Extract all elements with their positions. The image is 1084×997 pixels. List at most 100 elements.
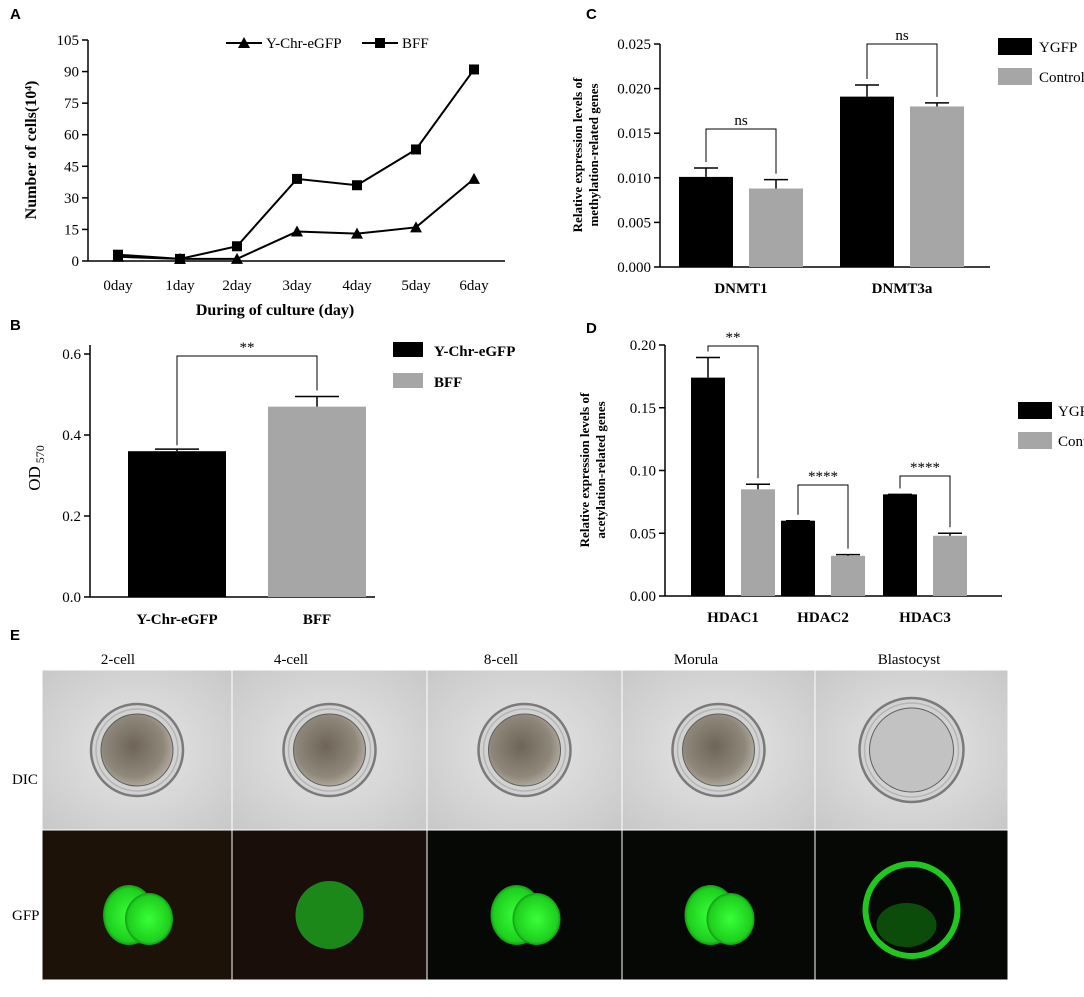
data-point-triangle (291, 225, 303, 237)
y-tick-label: 15 (64, 222, 79, 238)
y-tick-label: 0 (72, 254, 80, 270)
panel-a-line-chart: 0 15 30 45 60 75 90 105 0day 1day 2day 3day 4day 5da… (23, 33, 505, 319)
legend-label-ygfp: YGFP (1039, 40, 1077, 56)
x-tick-label: DNMT3a (872, 281, 933, 297)
legend-label-ygfp: YGFP (1058, 404, 1084, 420)
y-tick-label: 45 (64, 159, 79, 175)
y-tick-label: 0.00 (630, 589, 656, 605)
bar-dnmt1-control (749, 188, 803, 267)
data-point-triangle (468, 172, 480, 184)
data-point-square (411, 144, 421, 155)
significance-label: ** (240, 340, 255, 356)
bar-hdac2-ygfp (781, 520, 815, 596)
x-tick-label: 2day (222, 278, 252, 294)
gfp-image-2-cell (41, 829, 233, 981)
significance-label: ns (734, 113, 748, 129)
x-tick-label: Y-Chr-eGFP (136, 612, 217, 628)
legend: Y-Chr-eGFP BFF (393, 342, 515, 391)
x-tick-label: HDAC1 (707, 610, 759, 626)
dic-image-2-cell (41, 669, 233, 831)
y-tick-label: 105 (57, 33, 80, 49)
significance-label: ** (726, 330, 741, 346)
y-axis-title-line1: Relative expression levels of (577, 392, 592, 547)
dic-image-8-cell (426, 669, 623, 831)
gfp-image-morula (621, 829, 816, 981)
legend-label-y-chr-egfp: Y-Chr-eGFP (266, 36, 342, 52)
significance-bracket (797, 484, 849, 549)
panel-label-e: E (10, 627, 20, 644)
y-tick-label: 0.15 (630, 401, 656, 417)
y-tick-label: 0.05 (630, 526, 656, 542)
y-axis-title-line2: methylation-related genes (586, 83, 601, 226)
bar-hdac1-ygfp (691, 377, 725, 596)
y-tick-label: 0.0 (62, 590, 81, 606)
gfp-image-blastocyst (814, 829, 1009, 981)
y-tick-label: 0.4 (62, 428, 81, 444)
panel-c-bar-chart: 0.000 0.005 0.010 0.015 0.020 0.025 ns DNMT1 ns… (570, 28, 1084, 297)
square-marker-icon (375, 38, 385, 48)
stage-label-morula: Morula (674, 652, 719, 668)
stage-label-8-cell: 8-cell (484, 652, 518, 668)
legend: YGFP Control (1018, 402, 1084, 450)
data-point-square (175, 253, 185, 264)
panel-d-bar-chart: 0.00 0.05 0.10 0.15 0.20 ** HDAC1 **** HDAC2 ***… (577, 330, 1084, 626)
y-tick-label: 0.015 (617, 126, 651, 142)
y-axis-title: OD570 (25, 445, 47, 491)
y-tick-label: 0.2 (62, 509, 81, 525)
bar-y-chr-egfp (128, 451, 226, 597)
x-tick-label: 0day (103, 278, 133, 294)
significance-label: **** (910, 460, 940, 476)
x-tick-label: 3day (282, 278, 312, 294)
legend-label-control: Control (1039, 70, 1084, 86)
y-tick-label: 60 (64, 128, 79, 144)
legend-label-y-chr-egfp: Y-Chr-eGFP (434, 344, 515, 360)
bar-dnmt1-ygfp (679, 176, 733, 267)
legend-label-control: Control (1058, 434, 1084, 450)
x-axis-title: During of culture (day) (196, 302, 354, 319)
y-tick-label: 0.10 (630, 464, 656, 480)
data-point-square (469, 64, 479, 75)
y-tick-label: 30 (64, 191, 79, 207)
data-point-square (232, 241, 242, 252)
significance-bracket (705, 128, 777, 174)
significance-bracket (707, 345, 759, 479)
data-point-triangle (351, 227, 363, 239)
y-tick-label: 0.020 (617, 82, 651, 98)
x-tick-label: 6day (459, 278, 489, 294)
legend-label-bff: BFF (402, 36, 429, 52)
x-tick-label: HDAC3 (899, 610, 951, 626)
dic-image-4-cell (231, 669, 428, 831)
significance-bracket (866, 43, 938, 97)
y-tick-label: 0.005 (617, 215, 651, 231)
bar-hdac3-control (933, 535, 967, 596)
panel-label-d: D (586, 320, 597, 337)
data-point-square (292, 173, 302, 184)
legend-label-bff: BFF (434, 375, 462, 391)
y-tick-label: 75 (64, 96, 79, 112)
row-label-gfp: GFP (12, 908, 40, 924)
x-tick-label: HDAC2 (797, 610, 849, 626)
series-line-y-chr-egfp (117, 178, 475, 260)
bar-hdac3-ygfp (883, 494, 917, 596)
stage-label-4-cell: 4-cell (274, 652, 308, 668)
gfp-image-4-cell (231, 829, 428, 981)
panel-b-bar-chart: 0.0 0.2 0.4 0.6 Y-Chr-eGFP BFF ** OD570 Y-Chr… (25, 340, 515, 628)
y-axis-title-line1: Relative expression levels of (570, 77, 585, 232)
data-point-triangle (231, 252, 243, 264)
significance-bracket (176, 355, 318, 446)
dic-image-blastocyst (814, 669, 1009, 831)
significance-bracket (899, 475, 951, 528)
dic-image-morula (621, 669, 816, 831)
legend: YGFP Control (998, 38, 1084, 86)
y-axis-title: Number of cells(10⁴) (23, 81, 40, 220)
data-point-square (113, 249, 123, 260)
y-tick-label: 0.20 (630, 338, 656, 354)
bar-dnmt3a-ygfp (840, 96, 894, 268)
significance-label: ns (895, 28, 909, 44)
data-point-square (352, 180, 362, 191)
stage-label-2-cell: 2-cell (101, 652, 135, 668)
panel-e-microscopy-grid: DIC GFP 2-cell 4-cell 8-cell Morula Blastocy… (12, 652, 1009, 981)
x-tick-label: 1day (165, 278, 195, 294)
panel-label-a: A (10, 6, 21, 23)
